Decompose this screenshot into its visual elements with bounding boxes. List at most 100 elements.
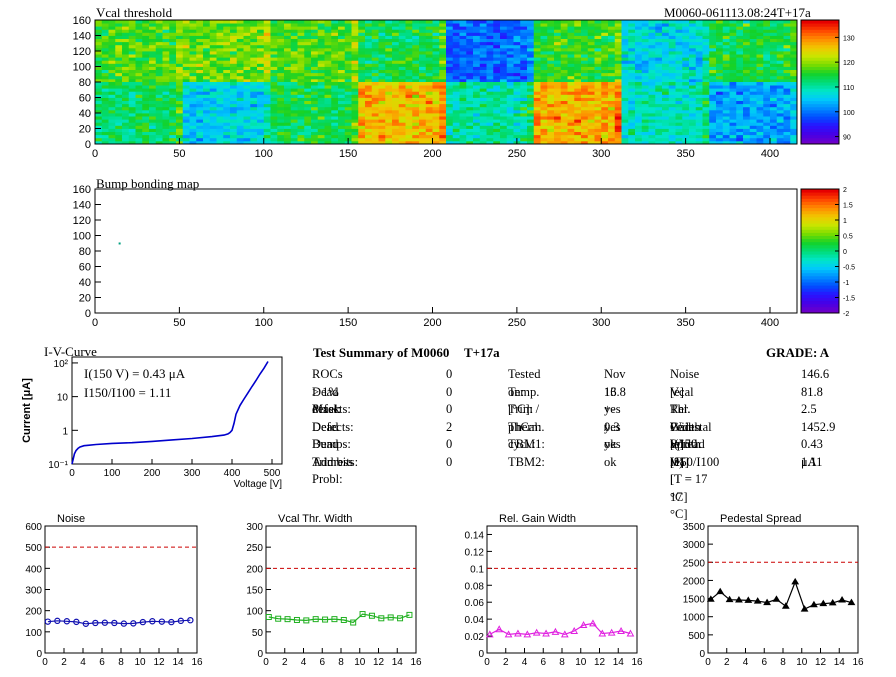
heatmap-cell (709, 94, 717, 98)
heatmap-cell (378, 47, 386, 52)
heatmap-cell (581, 122, 589, 126)
heatmap-cell (520, 94, 528, 98)
heatmap-cell (236, 78, 244, 83)
heatmap-cell (236, 131, 244, 136)
heatmap-cell (216, 88, 224, 92)
heatmap-cell (520, 116, 528, 120)
heatmap-cell (392, 85, 400, 89)
heatmap-cell (311, 23, 319, 27)
heatmap-cell (122, 32, 130, 36)
heatmap-cell (749, 137, 757, 142)
heatmap-cell (304, 38, 312, 43)
heatmap-cell (263, 72, 271, 77)
heatmap-cell (533, 82, 541, 86)
y-tick-label: 0 (85, 308, 91, 320)
heatmap-cell (216, 20, 224, 24)
heatmap-cell (446, 66, 454, 70)
heatmap-cell (270, 75, 278, 80)
heatmap-cell (547, 134, 555, 139)
heatmap-cell (290, 38, 298, 43)
y-tick-label: 0.04 (465, 615, 485, 626)
y-tick-label: 40 (79, 108, 91, 120)
heatmap-cell (338, 109, 346, 114)
x-tick-label: 150 (339, 317, 357, 329)
heatmap-cell (770, 131, 778, 136)
heatmap-cell (479, 103, 487, 108)
heatmap-cell (513, 109, 521, 114)
heatmap-cell (763, 106, 771, 111)
heatmap-cell (263, 128, 271, 132)
heatmap-cell (115, 51, 123, 55)
heatmap-cell (101, 78, 109, 83)
heatmap-cell (452, 103, 460, 108)
heatmap-cell (196, 26, 204, 30)
heatmap-cell (203, 47, 211, 52)
heatmap-cell (493, 35, 501, 39)
colorbar-cell (801, 140, 839, 145)
heatmap-cell (628, 47, 636, 52)
heatmap-cell (277, 85, 285, 89)
heatmap-cell (574, 116, 582, 120)
heatmap-cell (776, 122, 784, 126)
heatmap-cell (749, 125, 757, 129)
heatmap-cell (648, 113, 656, 117)
heatmap-cell (729, 103, 737, 108)
heatmap-cell (614, 35, 622, 39)
heatmap-cell (290, 54, 298, 58)
heatmap-cell (695, 41, 703, 46)
heatmap-cell (574, 20, 582, 24)
heatmap-cell (702, 29, 710, 33)
heatmap-cell (695, 20, 703, 24)
heatmap-cell (277, 100, 285, 105)
heatmap-cell (115, 35, 123, 39)
heatmap-cell (439, 32, 447, 36)
heatmap-cell (257, 75, 265, 80)
heatmap-cell (587, 94, 595, 98)
heatmap-cell (101, 72, 109, 77)
heatmap-cell (729, 131, 737, 136)
heatmap-cell (176, 38, 184, 43)
heatmap-cell (668, 47, 676, 52)
heatmap-cell (540, 103, 548, 108)
colorbar-cell (801, 113, 839, 117)
heatmap-cell (581, 54, 589, 58)
heatmap-cell (398, 35, 406, 39)
heatmap-cell (709, 119, 717, 123)
heatmap-cell (108, 91, 116, 95)
heatmap-cell (284, 109, 292, 114)
heatmap-cell (479, 26, 487, 30)
heatmap-cell (122, 116, 130, 120)
colorbar-cell (801, 257, 839, 261)
heatmap-cell (230, 88, 238, 92)
heatmap-cell (169, 32, 177, 36)
heatmap-cell (122, 75, 130, 80)
heatmap-cell (628, 72, 636, 77)
heatmap-cell (95, 35, 103, 39)
heatmap-cell (317, 66, 325, 70)
heatmap-cell (338, 119, 346, 123)
heatmap-cell (513, 54, 521, 58)
heatmap-cell (776, 63, 784, 67)
heatmap-cell (594, 51, 602, 55)
heatmap-cell (641, 44, 649, 49)
heatmap-cell (270, 100, 278, 105)
heatmap-cell (729, 72, 737, 77)
heatmap-cell (351, 38, 359, 43)
heatmap-cell (378, 91, 386, 95)
heatmap-cell (236, 88, 244, 92)
heatmap-cell (466, 57, 474, 61)
heatmap-cell (770, 60, 778, 64)
heatmap-cell (729, 63, 737, 67)
heatmap-cell (223, 78, 231, 83)
heatmap-cell (655, 38, 663, 43)
heatmap-cell (729, 134, 737, 139)
heatmap-cell (290, 66, 298, 70)
heatmap-cell (257, 82, 265, 86)
heatmap-cell (176, 91, 184, 95)
heatmap-cell (479, 47, 487, 52)
heatmap-cell (223, 54, 231, 58)
heatmap-cell (317, 91, 325, 95)
heatmap-cell (763, 78, 771, 83)
plot-frame (707, 525, 859, 654)
heatmap-cell (770, 119, 778, 123)
